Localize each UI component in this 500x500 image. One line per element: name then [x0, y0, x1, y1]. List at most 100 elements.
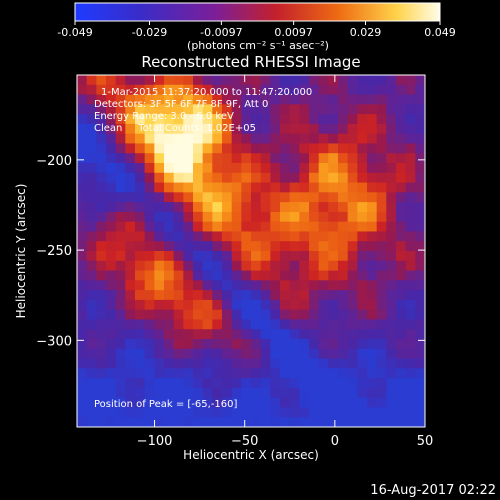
heatmap-cell [309, 84, 320, 96]
heatmap-cell [144, 387, 155, 399]
heatmap-cell [299, 319, 310, 330]
heatmap-cell [125, 280, 136, 291]
heatmap-cell [289, 182, 300, 193]
heatmap-cell [106, 221, 117, 233]
heatmap-cell [86, 280, 97, 291]
heatmap-cell [309, 172, 320, 184]
heatmap-cell [357, 182, 368, 193]
heatmap-cell [251, 417, 262, 427]
heatmap-cell [299, 290, 310, 301]
heatmap-cell [299, 114, 310, 125]
x-axis-label: Heliocentric X (arcsec) [183, 448, 319, 462]
heatmap-cell [386, 339, 397, 350]
heatmap-cell [173, 163, 184, 174]
heatmap-cell [77, 123, 88, 135]
heatmap-cell [270, 299, 281, 311]
heatmap-cell [77, 172, 88, 184]
heatmap-cell [309, 163, 320, 174]
heatmap-cell [251, 153, 262, 164]
heatmap-cell [86, 163, 97, 174]
heatmap-cell [115, 114, 126, 125]
heatmap-cell [222, 280, 233, 291]
heatmap-cell [260, 407, 271, 418]
heatmap-cell [347, 348, 358, 360]
annotation-method-counts: Clean Total Counts: 1.02E+05 [94, 123, 256, 134]
heatmap-cell [173, 114, 184, 125]
heatmap-cell [415, 182, 425, 193]
heatmap-cell [289, 378, 300, 389]
heatmap-cell [260, 172, 271, 184]
colorbar-ticks: -0.049 -0.029 -0.0097 0.0097 0.029 0.049 [57, 21, 456, 39]
heatmap-cell [415, 397, 425, 409]
heatmap-cell [106, 104, 117, 115]
heatmap-cell [260, 231, 271, 242]
heatmap-cell [405, 270, 416, 281]
heatmap-cell [96, 348, 107, 360]
heatmap-cell [367, 280, 378, 291]
heatmap-cell [270, 280, 281, 291]
heatmap-cell [86, 104, 97, 115]
heatmap-cell [173, 417, 184, 427]
heatmap-cell [202, 348, 213, 360]
heatmap-cell [299, 231, 310, 242]
heatmap-cell [154, 280, 165, 291]
heatmap-cell [125, 339, 136, 350]
heatmap-cell [299, 299, 310, 311]
heatmap-cell [376, 192, 387, 203]
heatmap-cell [347, 192, 358, 203]
heatmap-cell [135, 123, 146, 135]
heatmap-cell [405, 387, 416, 399]
heatmap-cell [154, 192, 165, 203]
heatmap-cell [280, 182, 291, 193]
heatmap-cell [202, 368, 213, 379]
heatmap-cell [270, 221, 281, 233]
heatmap-cell [106, 290, 117, 301]
heatmap-cell [270, 270, 281, 281]
heatmap-cell [260, 417, 271, 427]
heatmap-cell [251, 251, 262, 262]
heatmap-cell [280, 407, 291, 418]
heatmap-cell [299, 339, 310, 350]
heatmap-cell [144, 329, 155, 340]
heatmap-cell [251, 84, 262, 96]
heatmap-cell [357, 202, 368, 213]
heatmap-cell [338, 290, 349, 301]
heatmap-cell [309, 133, 320, 145]
heatmap-cell [251, 329, 262, 340]
heatmap-cell [231, 397, 242, 409]
heatmap-cell [202, 407, 213, 418]
annotation-detectors: Detectors: 3F 5F 6F 7F 8F 9F, Att 0 [94, 99, 268, 110]
heatmap-cell [376, 280, 387, 291]
heatmap-cell [212, 153, 223, 164]
heatmap-cell [309, 260, 320, 272]
heatmap-cell [386, 270, 397, 281]
heatmap-cell [202, 251, 213, 262]
heatmap-cell [386, 290, 397, 301]
heatmap-cell [405, 211, 416, 223]
heatmap-cell [135, 202, 146, 213]
heatmap-cell [173, 123, 184, 135]
heatmap-cell [280, 241, 291, 252]
heatmap-cell [202, 221, 213, 233]
heatmap-cell [405, 221, 416, 233]
heatmap-cell [251, 75, 262, 86]
heatmap-cell [231, 84, 242, 96]
heatmap-cell [86, 84, 97, 96]
heatmap-cell [251, 172, 262, 184]
heatmap-cell [212, 114, 223, 125]
heatmap-cell [376, 202, 387, 213]
heatmap-cell [77, 251, 88, 262]
heatmap-cell [144, 290, 155, 301]
heatmap-cell [144, 84, 155, 96]
heatmap-cell [241, 94, 252, 105]
heatmap-cell [260, 192, 271, 203]
heatmap-cell [231, 348, 242, 360]
heatmap-cell [328, 114, 339, 125]
heatmap-cell [115, 368, 126, 379]
heatmap-cell [241, 153, 252, 164]
heatmap-cell [367, 378, 378, 389]
heatmap-cell [164, 211, 175, 223]
heatmap-cell [144, 75, 155, 86]
heatmap-cell [338, 143, 349, 154]
heatmap-cell [289, 260, 300, 272]
